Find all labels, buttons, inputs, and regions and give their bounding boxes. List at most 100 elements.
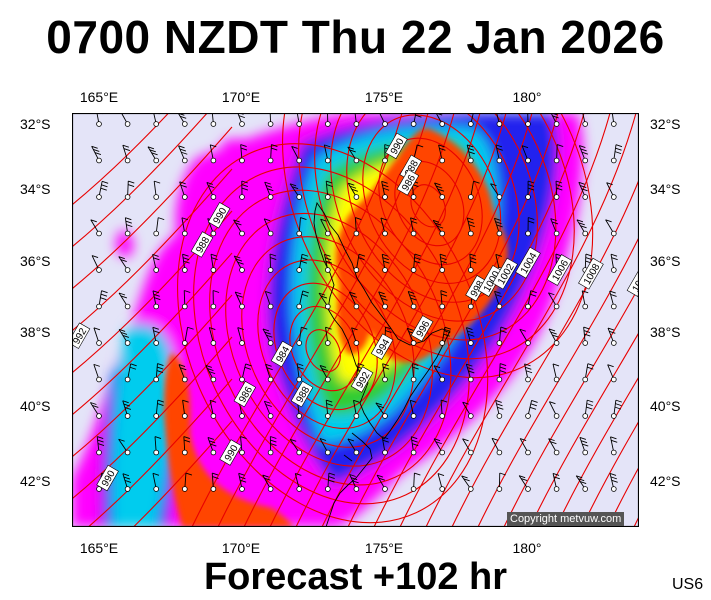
wind-barb bbox=[124, 217, 133, 237]
wind-barb bbox=[407, 291, 417, 310]
wind-barb bbox=[582, 326, 591, 346]
isobar-ring bbox=[282, 113, 594, 379]
isobar-label: 988 bbox=[190, 231, 214, 258]
wind-barb bbox=[410, 363, 419, 383]
wind-barb bbox=[320, 218, 331, 237]
wind-barb bbox=[90, 219, 102, 237]
wind-barb bbox=[91, 255, 102, 273]
map-title: 0700 NZDT Thu 22 Jan 2026 bbox=[46, 11, 665, 63]
wind-barb bbox=[319, 365, 331, 383]
wind-barb bbox=[90, 402, 102, 419]
map-frame bbox=[72, 113, 639, 527]
isobar-ring bbox=[273, 282, 378, 411]
wind-barb bbox=[462, 438, 474, 456]
wind-barb bbox=[182, 399, 189, 419]
wind-barb bbox=[296, 290, 309, 310]
wind-barb bbox=[118, 256, 131, 273]
wind-barb bbox=[238, 472, 247, 492]
wind-barb bbox=[239, 180, 249, 200]
wind-barb bbox=[178, 145, 188, 164]
wind-barb bbox=[210, 253, 218, 273]
wind-barb bbox=[380, 217, 388, 237]
lon-label-top-165: 165°E bbox=[79, 89, 119, 105]
wind-barb bbox=[153, 180, 161, 200]
wind-barb bbox=[496, 326, 507, 346]
wind-barb bbox=[291, 145, 303, 164]
wind-barb bbox=[153, 436, 162, 456]
wind-barb bbox=[147, 146, 159, 164]
wind-barb bbox=[289, 183, 303, 200]
wind-barb bbox=[578, 181, 589, 200]
wind-barb bbox=[493, 217, 503, 237]
wind-barb bbox=[610, 253, 618, 273]
isobar-line bbox=[132, 420, 233, 527]
lat-label-left-40: 40°S bbox=[20, 398, 51, 414]
wind-barb bbox=[609, 473, 618, 492]
isobar-line bbox=[529, 331, 639, 527]
isobar-line bbox=[295, 113, 507, 527]
isobar-line bbox=[321, 113, 533, 527]
wind-barb bbox=[462, 401, 474, 419]
wind-barb bbox=[289, 438, 303, 456]
wind-barb bbox=[439, 253, 448, 273]
wind-barb bbox=[296, 326, 308, 346]
wind-barb bbox=[548, 438, 560, 456]
lon-label-bottom-170: 170°E bbox=[221, 540, 261, 556]
wind-barb bbox=[96, 290, 108, 310]
wind-barb bbox=[581, 290, 589, 310]
wind-barb bbox=[324, 253, 333, 273]
wind-barb bbox=[353, 217, 362, 237]
isobar-line bbox=[72, 126, 233, 290]
wind-barb bbox=[263, 218, 274, 237]
wind-barb bbox=[206, 181, 217, 200]
copyright-notice: Copyright metvuw.com bbox=[507, 512, 625, 526]
wind-barb bbox=[579, 436, 589, 456]
wind-barb bbox=[410, 472, 421, 492]
wind-barb bbox=[93, 327, 102, 346]
isobar-line bbox=[243, 113, 455, 527]
wind-barb bbox=[152, 253, 160, 273]
forecast-hour-label: Forecast +102 hr bbox=[203, 556, 508, 598]
lon-label-bottom-180: 180° bbox=[512, 540, 542, 556]
wind-barb bbox=[294, 473, 303, 492]
isobar-line bbox=[555, 375, 639, 527]
wind-barb bbox=[233, 219, 245, 237]
wind-barb bbox=[319, 438, 331, 456]
wind-barb bbox=[494, 290, 503, 310]
wind-barb bbox=[465, 363, 475, 383]
wind-barb bbox=[209, 144, 217, 164]
wind-barb bbox=[267, 144, 278, 164]
wind-barb bbox=[610, 399, 623, 419]
wind-barb bbox=[437, 473, 446, 492]
wind-barb bbox=[118, 328, 131, 346]
lon-label-top-175: 175°E bbox=[364, 89, 404, 105]
wind-barb bbox=[237, 327, 245, 346]
wind-barb bbox=[379, 113, 388, 127]
wind-barb bbox=[296, 253, 309, 273]
wind-barb bbox=[267, 436, 277, 456]
wind-barb bbox=[267, 113, 274, 127]
wind-barb bbox=[553, 180, 563, 200]
wind-barb bbox=[233, 255, 245, 273]
wind-barb bbox=[439, 399, 448, 419]
wind-barb bbox=[496, 363, 507, 383]
wind-barb bbox=[182, 326, 194, 346]
wind-barb bbox=[323, 144, 331, 164]
wind-barb bbox=[263, 400, 274, 419]
wind-barb bbox=[376, 474, 388, 492]
wind-barb bbox=[347, 146, 360, 164]
isobar-line bbox=[477, 236, 639, 527]
lat-label-right-36: 36°S bbox=[650, 253, 681, 269]
lat-label-left-36: 36°S bbox=[20, 253, 51, 269]
wind-barb bbox=[182, 472, 193, 492]
wind-barb bbox=[296, 217, 307, 237]
isobar-line bbox=[399, 113, 611, 527]
wind-barb bbox=[525, 113, 531, 127]
wind-barb bbox=[610, 436, 618, 456]
wind-barb bbox=[525, 180, 535, 200]
isobar-ring bbox=[330, 113, 538, 322]
isobar-line bbox=[87, 378, 233, 527]
wind-barb bbox=[96, 436, 105, 456]
wind-barb bbox=[325, 113, 331, 127]
